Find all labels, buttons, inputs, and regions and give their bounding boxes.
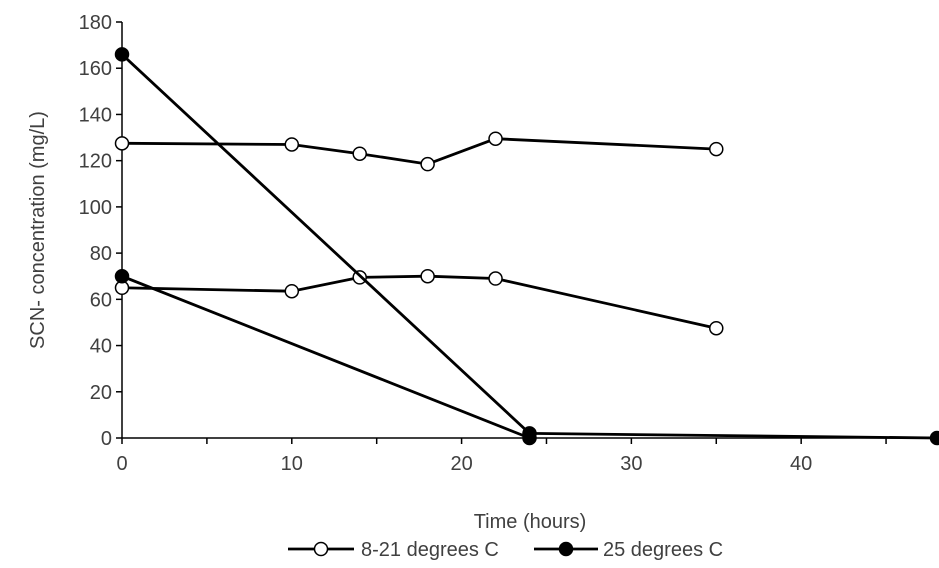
legend-label: 25 degrees C: [603, 539, 723, 561]
data-point: [284, 283, 300, 299]
y-tick-label: 140: [79, 104, 112, 126]
data-point: [284, 137, 300, 152]
series-line: [121, 274, 717, 330]
legend-marker: [558, 541, 574, 557]
x-tick-label: 10: [281, 453, 303, 475]
legend-item: 25 degrees C: [534, 539, 723, 561]
y-tick-label: 80: [90, 243, 112, 265]
legend-marker: [313, 541, 329, 557]
x-axis-title: Time (hours): [474, 511, 587, 533]
data-point: [420, 268, 435, 284]
data-point: [709, 141, 724, 157]
data-point: [929, 430, 939, 446]
series-line: [121, 53, 938, 440]
y-tick-label: 20: [90, 382, 112, 404]
data-point: [420, 156, 435, 172]
y-tick-label: 160: [79, 58, 112, 80]
data-point: [352, 146, 367, 161]
data-point: [709, 320, 724, 336]
series-line: [121, 274, 531, 440]
plot-area: [114, 47, 939, 446]
legend-label: 8-21 degrees C: [361, 539, 499, 561]
y-tick-label: 60: [90, 289, 112, 311]
series-line: [121, 137, 717, 166]
series-open: [114, 131, 724, 336]
x-tick-label: 30: [620, 453, 642, 475]
legend: 8-21 degrees C 25 degrees C: [288, 539, 723, 561]
axes: [116, 21, 937, 444]
data-point: [522, 430, 537, 446]
tick-labels: 0 20 40 60 80 100 120 140 160 180 0 10 20 30 40: [79, 12, 813, 475]
x-tick-label: 20: [450, 453, 472, 475]
x-tick-label: 40: [790, 453, 812, 475]
series-filled: [114, 47, 939, 446]
y-tick-label: 120: [79, 151, 112, 173]
data-point: [114, 268, 130, 284]
data-point: [114, 136, 130, 151]
legend-item: 8-21 degrees C: [288, 539, 499, 561]
x-tick-label: 0: [116, 453, 127, 475]
data-point: [488, 271, 503, 286]
y-tick-label: 180: [79, 12, 112, 34]
y-tick-label: 40: [90, 336, 112, 358]
data-point: [488, 131, 503, 146]
y-tick-label: 100: [79, 197, 112, 219]
y-tick-label: 0: [101, 428, 112, 450]
data-point: [114, 47, 130, 62]
y-axis-title: SCN- concentration (mg/L): [27, 111, 49, 349]
